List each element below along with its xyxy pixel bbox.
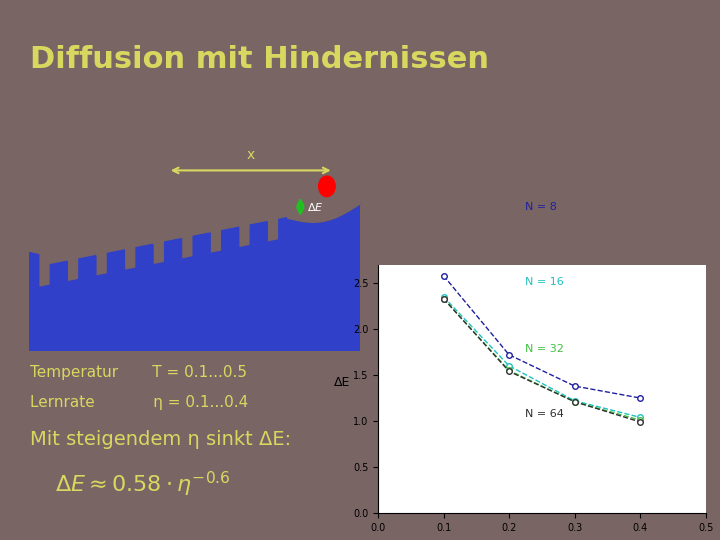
Text: Neuronenzahl   N = 8, 16, 32, 64: Neuronenzahl N = 8, 16, 32, 64 [30,335,282,350]
Y-axis label: ΔE: ΔE [333,376,350,389]
Text: Systematisch durchvariieren:: Systematisch durchvariieren: [30,305,254,320]
Text: Temperatur       T = 0.1...0.5: Temperatur T = 0.1...0.5 [30,365,247,380]
Text: N = 8: N = 8 [526,202,557,213]
X-axis label: η: η [538,538,546,540]
Text: $\Delta E$: $\Delta E$ [307,201,323,213]
Text: N = 64: N = 64 [526,409,564,419]
Text: Diffusion mit Hindernissen: Diffusion mit Hindernissen [30,45,489,74]
Text: x: x [246,148,255,162]
Text: Mit steigendem η sinkt ΔE:: Mit steigendem η sinkt ΔE: [30,430,291,449]
Text: Lernrate            η = 0.1...0.4: Lernrate η = 0.1...0.4 [30,395,248,410]
Circle shape [319,176,335,197]
Text: $\Delta E \approx 0.58 \cdot \eta^{-0.6}$: $\Delta E \approx 0.58 \cdot \eta^{-0.6}… [55,470,230,499]
Text: N = 16: N = 16 [526,277,564,287]
Text: N = 32: N = 32 [526,344,564,354]
Polygon shape [29,203,360,351]
